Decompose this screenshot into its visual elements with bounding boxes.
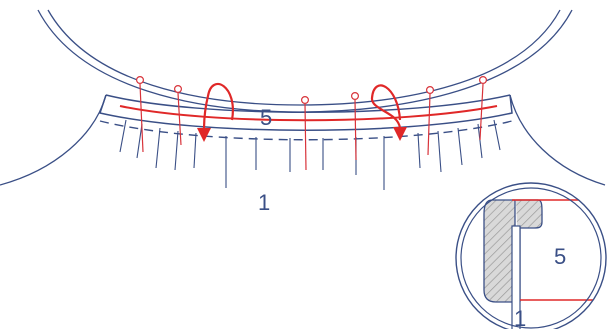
- garment-seamline-dashed: [99, 120, 513, 141]
- garment-label: 1: [258, 190, 270, 215]
- detail-circle-outer: [455, 182, 607, 329]
- turn-arrow-icon: [370, 84, 407, 141]
- pin-icon: [426, 85, 435, 156]
- bias-strip-label: 5: [260, 105, 272, 130]
- detail-bias-strip: [483, 199, 517, 303]
- detail-garment-label: 1: [514, 306, 526, 329]
- pins: [136, 75, 488, 171]
- pin-icon: [174, 84, 183, 146]
- bias-strip-stitch-line: [119, 105, 498, 122]
- pin-icon: [136, 75, 145, 153]
- pin-icon: [351, 91, 360, 161]
- garment-left-body: [0, 94, 107, 186]
- pin-icon: [479, 75, 488, 141]
- detail-bias-label: 5: [554, 244, 566, 269]
- garment-right-body: [509, 94, 606, 186]
- detail-circle-inner: [460, 187, 602, 329]
- magnified-detail-icon: 5 1: [455, 182, 607, 329]
- turn-arrow-icon: [197, 83, 234, 142]
- garment-inner-curve: [47, 9, 561, 106]
- detail-garment-layer: [511, 225, 521, 329]
- pin-icon: [301, 95, 310, 171]
- detail-bias-strip-right: [516, 199, 543, 302]
- bias-strip-top-edge: [105, 94, 511, 113]
